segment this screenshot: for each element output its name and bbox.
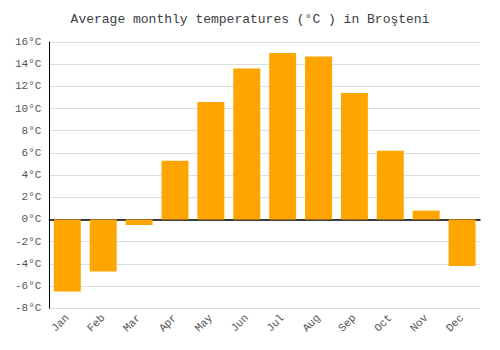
svg-text:Oct: Oct: [372, 312, 394, 334]
svg-text:Sep: Sep: [336, 312, 358, 334]
svg-text:Feb: Feb: [85, 312, 107, 334]
svg-text:4°C: 4°C: [22, 169, 42, 181]
svg-text:-4°C: -4°C: [15, 258, 42, 270]
svg-text:May: May: [193, 312, 216, 335]
svg-text:Apr: Apr: [157, 312, 179, 334]
svg-text:8°C: 8°C: [22, 125, 42, 137]
svg-text:Jun: Jun: [229, 312, 251, 334]
svg-text:-8°C: -8°C: [15, 302, 42, 314]
svg-text:Jul: Jul: [264, 312, 286, 334]
svg-text:16°C: 16°C: [15, 36, 42, 48]
svg-text:12°C: 12°C: [15, 80, 42, 92]
svg-text:-2°C: -2°C: [15, 236, 42, 248]
svg-text:Aug: Aug: [300, 312, 322, 334]
svg-text:6°C: 6°C: [22, 147, 42, 159]
svg-text:2°C: 2°C: [22, 191, 42, 203]
svg-text:Mar: Mar: [121, 312, 143, 334]
svg-text:Jan: Jan: [49, 312, 71, 334]
svg-text:10°C: 10°C: [15, 103, 42, 115]
svg-text:14°C: 14°C: [15, 58, 42, 70]
svg-text:Nov: Nov: [408, 312, 431, 335]
svg-text:Dec: Dec: [444, 312, 466, 334]
svg-text:Average monthly temperatures (: Average monthly temperatures (°C ) in Br…: [71, 12, 430, 27]
svg-text:-6°C: -6°C: [15, 280, 42, 292]
svg-text:0°C: 0°C: [22, 213, 42, 225]
